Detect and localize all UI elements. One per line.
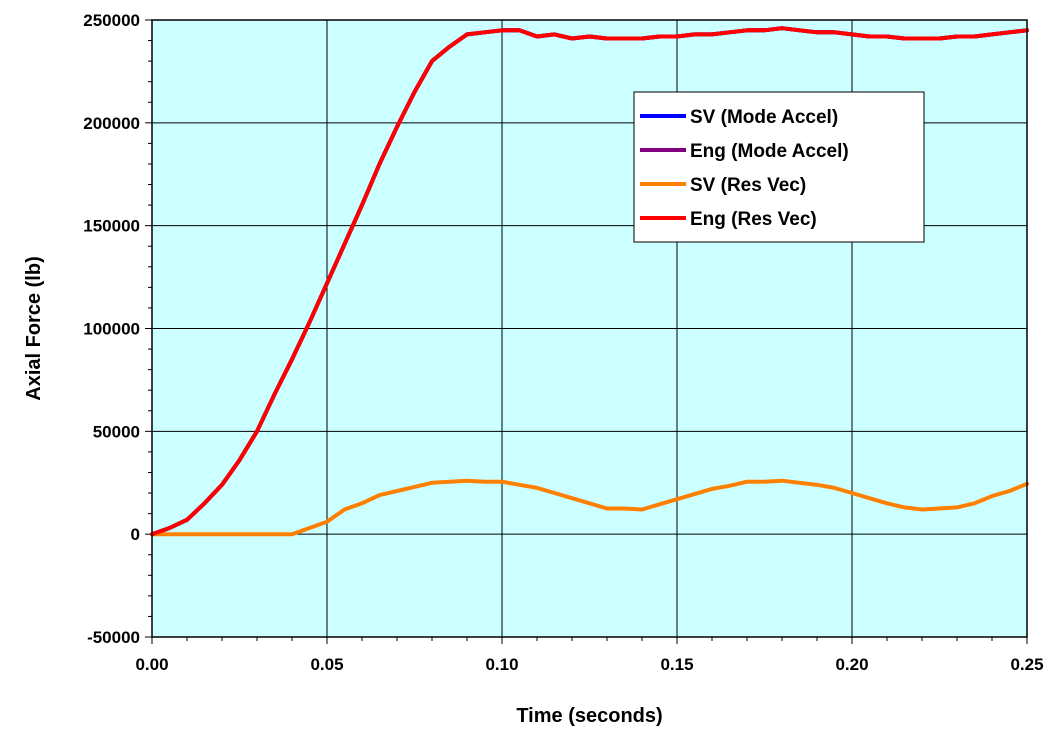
legend-label: SV (Mode Accel)	[690, 107, 838, 128]
legend-label: Eng (Mode Accel)	[690, 141, 849, 162]
y-tick-label: -50000	[87, 628, 140, 647]
x-axis-title: Time (seconds)	[516, 705, 662, 727]
x-tick-label: 0.15	[660, 655, 693, 674]
y-tick-label: 100000	[83, 320, 140, 339]
plot-border	[151, 19, 1028, 638]
legend: SV (Mode Accel) Eng (Mode Accel) SV (Res V…	[633, 91, 925, 243]
legend-label: Eng (Res Vec)	[690, 209, 817, 230]
x-axis-ticks: 0.00 0.05 0.10 0.15 0.20 0.25	[135, 637, 1044, 674]
series-lines	[150, 26, 1029, 537]
y-axis-ticks: -50000 0 50000 100000 150000 200000 250000	[83, 11, 152, 647]
y-tick-label: 150000	[83, 217, 140, 236]
y-axis-title: Axial Force (lb)	[23, 256, 45, 400]
y-tick-label: 0	[131, 525, 140, 544]
x-tick-label: 0.00	[135, 655, 168, 674]
y-tick-label: 200000	[83, 114, 140, 133]
x-tick-label: 0.05	[310, 655, 343, 674]
x-tick-label: 0.25	[1010, 655, 1043, 674]
series-line-4	[150, 26, 1029, 537]
x-tick-label: 0.10	[485, 655, 518, 674]
x-tick-label: 0.20	[835, 655, 868, 674]
series-line-3	[150, 478, 1029, 537]
legend-label: SV (Res Vec)	[690, 175, 806, 196]
y-tick-label: 50000	[93, 422, 140, 441]
y-tick-label: 250000	[83, 11, 140, 30]
